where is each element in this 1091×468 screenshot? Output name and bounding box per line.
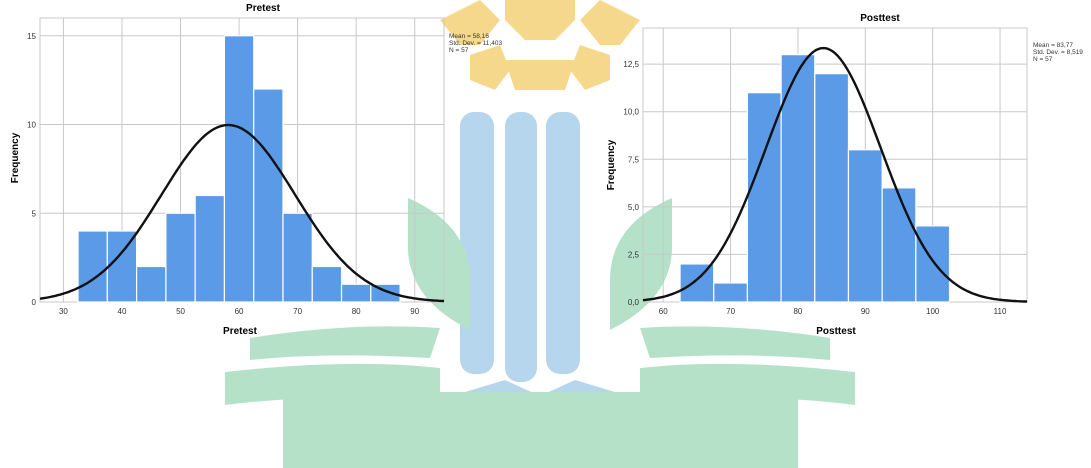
- bar: [282, 212, 313, 303]
- bar: [814, 73, 850, 303]
- bar: [915, 225, 951, 303]
- y-tick-label: 10: [27, 121, 36, 130]
- stats-text: Mean = 83,77: [1033, 42, 1073, 49]
- y-tick-label: 5,0: [628, 203, 640, 212]
- bar: [881, 187, 917, 303]
- x-tick-label: 30: [59, 307, 68, 316]
- bar: [780, 54, 816, 303]
- bar: [136, 265, 167, 303]
- university-logo-watermark: [225, 0, 855, 468]
- bar: [106, 230, 138, 303]
- bar: [713, 282, 749, 303]
- stats-text: Mean = 58,16: [449, 33, 489, 40]
- bar: [77, 230, 108, 303]
- x-tick-label: 90: [410, 307, 419, 316]
- x-tick-label: 70: [293, 307, 302, 316]
- bar: [311, 265, 343, 303]
- histogram-posttest: 60 70 80 90 100 110 0,0 2,5 5,0 7,5 10,0 12,5 Postte…: [606, 13, 1083, 337]
- stats-text: N = 57: [1033, 56, 1053, 63]
- y-tick-label: 5: [32, 209, 37, 218]
- bar: [253, 88, 284, 303]
- y-tick-label: 10,0: [623, 108, 639, 117]
- bar: [165, 212, 196, 303]
- bar: [340, 283, 372, 303]
- x-tick-label: 60: [659, 307, 668, 316]
- normal-curve: [642, 46, 1027, 303]
- histogram-pretest: 30 40 50 60 70 80 90 0 5 10 15 Pretest Pretest Freque…: [10, 3, 502, 337]
- stats-text: Std. Dev. = 8,519: [1033, 49, 1083, 56]
- y-tick-label: 15: [27, 32, 36, 41]
- chart-title: Pretest: [246, 3, 281, 14]
- y-tick-label: 2,5: [628, 250, 640, 259]
- x-tick-label: 50: [176, 307, 185, 316]
- y-axis-label: Frequency: [606, 139, 617, 190]
- x-tick-label: 80: [352, 307, 361, 316]
- bar: [679, 263, 715, 303]
- chart-title: Posttest: [860, 13, 900, 24]
- y-tick-label: 0,0: [628, 298, 640, 307]
- y-tick-label: 12,5: [623, 60, 639, 69]
- x-axis-label: Posttest: [816, 326, 856, 337]
- watermark-blue-pillars: [460, 112, 615, 418]
- x-tick-label: 70: [726, 307, 735, 316]
- x-tick-label: 80: [793, 307, 802, 316]
- stats-text: Std. Dev. = 11,403: [449, 40, 502, 47]
- stats-text: N = 57: [449, 47, 469, 54]
- bar: [194, 194, 226, 303]
- y-axis-label: Frequency: [10, 132, 21, 183]
- watermark-green-leaves: [225, 198, 855, 468]
- normal-curve: [39, 123, 445, 303]
- y-tick-label: 7,5: [628, 155, 640, 164]
- x-tick-label: 100: [926, 307, 940, 316]
- x-tick-label: 110: [994, 307, 1007, 316]
- x-tick-label: 60: [235, 307, 244, 316]
- x-tick-label: 40: [118, 307, 127, 316]
- y-tick-label: 0: [32, 298, 37, 307]
- x-axis-label: Pretest: [223, 326, 258, 337]
- bar: [223, 35, 255, 303]
- x-tick-label: 90: [861, 307, 870, 316]
- watermark-gold-ornament: [440, 0, 640, 90]
- bar: [847, 149, 883, 303]
